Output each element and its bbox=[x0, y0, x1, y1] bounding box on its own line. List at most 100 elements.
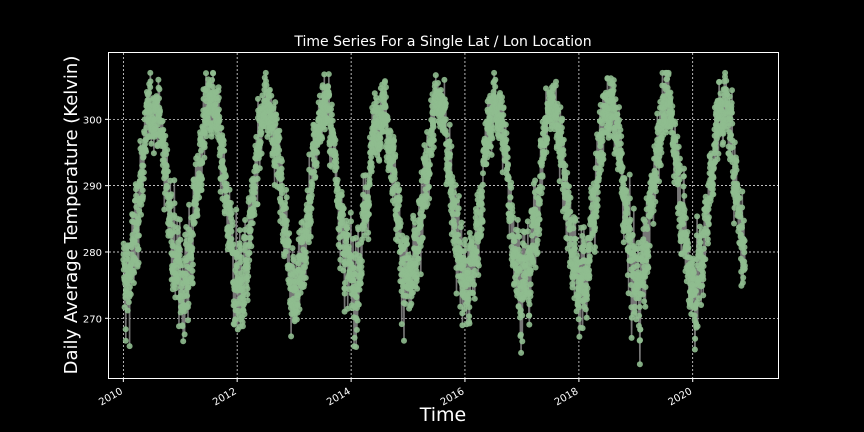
data-point bbox=[392, 151, 399, 158]
data-point bbox=[288, 333, 295, 340]
data-point bbox=[620, 181, 627, 188]
data-point bbox=[232, 316, 239, 323]
data-point bbox=[534, 221, 541, 228]
data-point bbox=[616, 104, 622, 111]
data-point bbox=[125, 299, 132, 306]
data-point bbox=[466, 304, 473, 311]
data-point bbox=[460, 262, 467, 268]
data-point bbox=[560, 136, 567, 143]
data-point bbox=[543, 149, 550, 156]
data-point bbox=[642, 273, 649, 280]
data-point bbox=[733, 158, 740, 165]
data-point bbox=[451, 189, 457, 196]
data-point bbox=[133, 227, 140, 233]
data-point bbox=[162, 132, 169, 139]
data-point bbox=[184, 292, 191, 299]
data-point bbox=[350, 277, 357, 284]
data-point bbox=[586, 272, 593, 279]
data-point bbox=[478, 226, 485, 233]
data-point bbox=[140, 162, 147, 169]
data-point bbox=[630, 205, 637, 212]
data-point bbox=[155, 76, 162, 83]
data-point bbox=[550, 94, 556, 100]
data-point bbox=[739, 204, 746, 211]
data-point bbox=[570, 225, 577, 232]
data-point bbox=[516, 246, 522, 253]
data-point bbox=[741, 237, 748, 244]
data-point bbox=[358, 271, 365, 278]
data-point bbox=[626, 171, 633, 178]
data-point bbox=[276, 135, 283, 142]
data-point bbox=[394, 181, 401, 188]
data-point bbox=[646, 242, 653, 249]
data-point bbox=[228, 235, 235, 242]
data-point bbox=[403, 241, 410, 248]
data-point bbox=[396, 186, 403, 193]
data-point bbox=[187, 237, 194, 244]
data-point bbox=[426, 195, 433, 202]
data-point bbox=[278, 158, 285, 165]
data-point bbox=[350, 264, 357, 271]
data-point bbox=[564, 169, 571, 176]
data-point bbox=[584, 285, 591, 292]
data-point bbox=[329, 117, 336, 124]
data-point bbox=[138, 181, 145, 188]
data-point bbox=[624, 272, 631, 279]
data-point bbox=[681, 165, 687, 172]
data-point bbox=[170, 228, 177, 235]
data-point bbox=[426, 170, 433, 177]
data-point bbox=[591, 248, 598, 255]
data-point bbox=[722, 69, 729, 76]
data-point bbox=[586, 267, 592, 274]
data-point bbox=[553, 78, 559, 85]
data-point bbox=[653, 169, 660, 176]
data-point bbox=[146, 89, 153, 96]
data-point bbox=[492, 83, 499, 90]
data-point bbox=[637, 326, 644, 333]
data-point bbox=[460, 248, 467, 255]
data-point bbox=[469, 290, 476, 297]
data-point bbox=[189, 245, 196, 251]
data-point bbox=[241, 311, 248, 318]
data-point bbox=[398, 321, 405, 328]
data-point bbox=[574, 252, 580, 259]
data-point bbox=[309, 181, 316, 188]
data-point bbox=[526, 321, 533, 328]
data-point bbox=[361, 225, 368, 232]
data-point bbox=[562, 162, 569, 169]
data-point bbox=[567, 241, 574, 248]
data-point bbox=[526, 312, 533, 319]
data-point bbox=[532, 264, 539, 271]
data-point bbox=[239, 323, 246, 330]
data-point bbox=[227, 200, 234, 206]
data-point bbox=[215, 94, 222, 101]
data-point bbox=[163, 163, 170, 170]
data-point bbox=[680, 173, 687, 180]
data-point bbox=[457, 224, 464, 231]
data-point bbox=[348, 218, 354, 225]
data-point bbox=[516, 233, 523, 240]
data-point bbox=[377, 135, 384, 142]
data-point bbox=[129, 231, 136, 238]
data-point bbox=[237, 259, 244, 266]
data-point bbox=[160, 126, 167, 133]
data-point bbox=[305, 225, 312, 232]
data-point bbox=[582, 306, 589, 313]
data-point bbox=[358, 263, 365, 270]
data-point bbox=[728, 100, 735, 106]
data-point bbox=[640, 279, 646, 286]
data-point bbox=[617, 140, 624, 147]
data-point bbox=[221, 147, 228, 154]
data-point bbox=[302, 249, 309, 256]
data-point bbox=[263, 82, 270, 89]
data-point bbox=[519, 312, 526, 319]
data-point bbox=[654, 110, 661, 117]
data-point bbox=[131, 237, 138, 244]
data-point bbox=[140, 175, 147, 182]
data-point bbox=[157, 108, 163, 115]
data-point bbox=[209, 77, 216, 83]
data-point bbox=[610, 87, 617, 94]
data-point bbox=[700, 263, 707, 270]
data-point bbox=[242, 217, 249, 223]
data-point bbox=[538, 190, 545, 197]
